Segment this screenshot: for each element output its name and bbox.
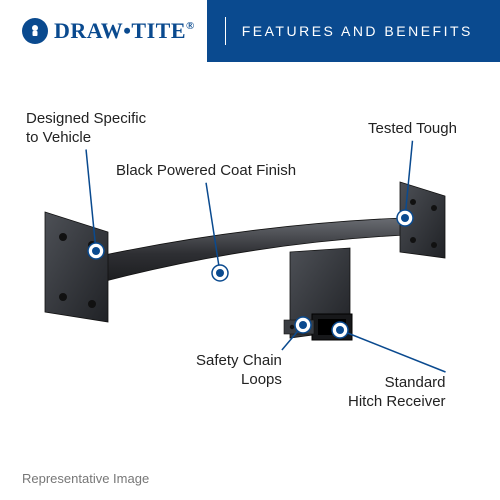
title-block: FEATURES AND BENEFITS bbox=[207, 0, 500, 62]
callout-c4: Safety ChainLoops bbox=[196, 352, 282, 390]
header-divider bbox=[225, 17, 226, 45]
callout-c3: Tested Tough bbox=[368, 120, 457, 139]
representative-caption: Representative Image bbox=[22, 471, 149, 486]
brand-wordmark: DRAW•TITE® bbox=[54, 18, 195, 44]
callout-c5: StandardHitch Receiver bbox=[348, 374, 446, 412]
header-title: FEATURES AND BENEFITS bbox=[242, 23, 473, 39]
header: DRAW•TITE® FEATURES AND BENEFITS bbox=[0, 0, 500, 62]
hitch-ball-icon bbox=[22, 18, 48, 44]
diagram-canvas: Designed Specificto Vehicle Black Powered… bbox=[0, 62, 500, 500]
logo-block: DRAW•TITE® bbox=[0, 0, 207, 62]
callout-c1: Designed Specificto Vehicle bbox=[26, 110, 146, 148]
callout-c2: Black Powered Coat Finish bbox=[116, 162, 296, 181]
